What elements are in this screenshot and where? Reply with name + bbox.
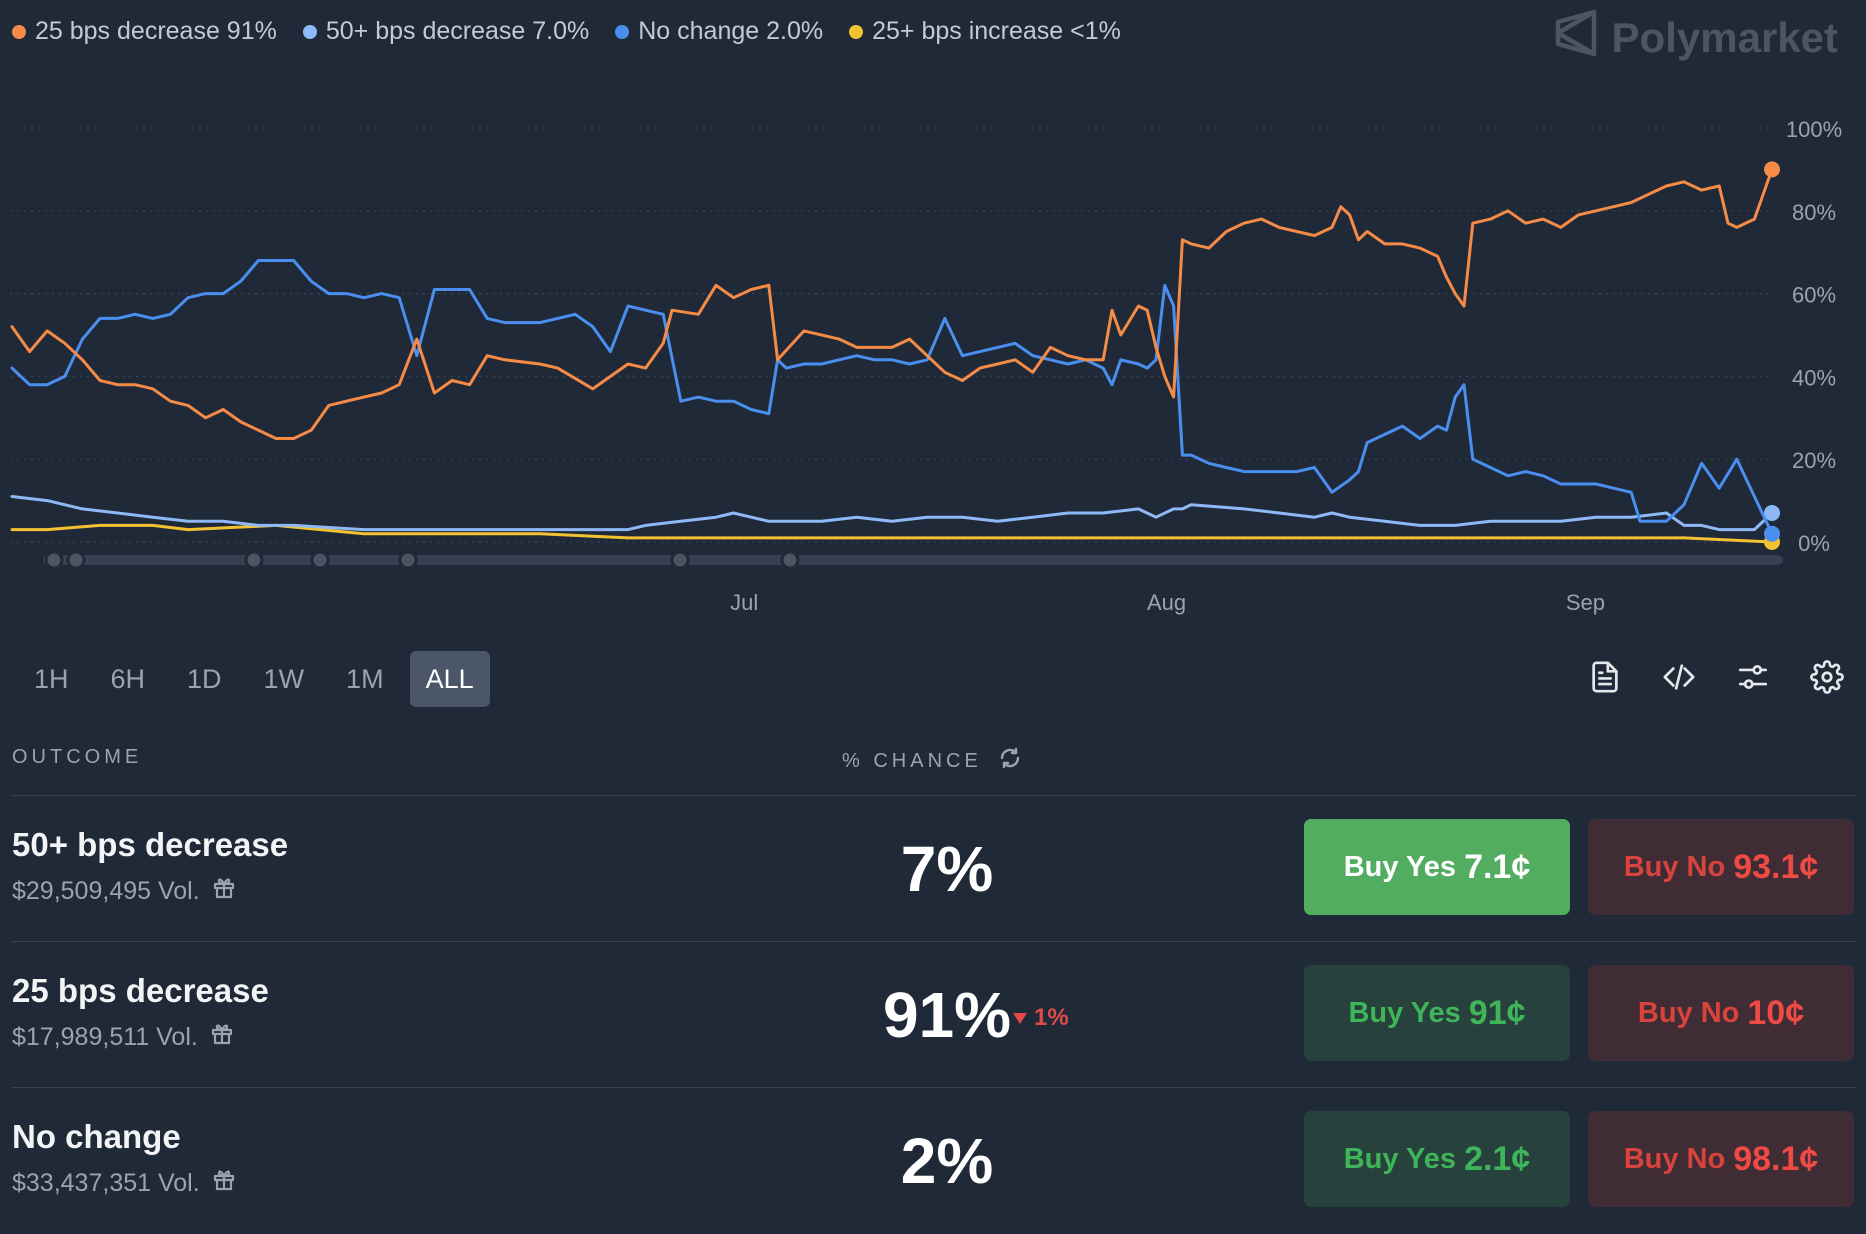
outcome-name: No change [12, 1118, 181, 1155]
series-endpoint [1764, 525, 1780, 542]
outcome-table-header: OUTCOME % CHANCE [12, 746, 1856, 776]
volume-text: $17,989,511 Vol. [12, 1023, 198, 1051]
legend-item-25-bps-decrease: 25 bps decrease 91% [12, 17, 277, 46]
x-tick-label: Jul [730, 590, 758, 615]
table-divider [12, 1087, 1856, 1088]
embed-code-icon[interactable] [1662, 660, 1696, 694]
series-line-25-bps-decrease [10, 167, 1774, 440]
legend-item-50-bps-decrease: 50+ bps decrease 7.0% [302, 17, 590, 46]
range-scrubber-handle [244, 550, 264, 570]
outcome-chance: 91% [882, 979, 1012, 1051]
legend-label: No change 2.0% [638, 17, 824, 45]
range-scrubber-handle [44, 550, 64, 570]
outcome-name: 50+ bps decrease [12, 826, 289, 863]
y-tick-label: 100% [1786, 117, 1842, 142]
gift-icon[interactable] [212, 1168, 236, 1199]
series-line-no-change [10, 259, 1774, 536]
buy-no-button[interactable]: Buy No 93.1¢ [1588, 819, 1854, 915]
legend-dot [849, 24, 864, 39]
settings-gear-icon[interactable] [1810, 660, 1844, 694]
range-1m-button[interactable]: 1M [346, 663, 384, 694]
outcome-column-header: OUTCOME [12, 746, 143, 768]
range-scrubber-handle [310, 550, 330, 570]
legend-label: 50+ bps decrease 7.0% [325, 17, 590, 45]
range-scrubber-handle [398, 550, 418, 570]
chance-column-header: % CHANCE [842, 746, 1022, 776]
range-scrubber-handle [780, 550, 800, 570]
chance-header-label: % CHANCE [842, 749, 982, 772]
legend-dot [302, 24, 317, 39]
buy-no-price: 98.1¢ [1733, 1139, 1819, 1178]
outcome-name: 25 bps decrease [12, 972, 269, 1009]
legend-item-25-bps-increase: 25+ bps increase <1% [849, 17, 1121, 46]
outcome-row-50-bps-decrease: 50+ bps decrease $29,509,495 Vol. 7% Buy… [12, 796, 1856, 942]
document-icon[interactable] [1588, 660, 1622, 694]
range-all-button[interactable]: ALL [409, 651, 490, 707]
range-6h-button[interactable]: 6H [110, 663, 146, 694]
buy-no-button[interactable]: Buy No 98.1¢ [1588, 1111, 1854, 1207]
buy-no-label: Buy No [1637, 996, 1740, 1029]
volume-text: $33,437,351 Vol. [12, 1169, 200, 1197]
legend-dot [12, 24, 26, 39]
buy-yes-label: Buy Yes [1343, 1142, 1457, 1175]
chart-legend: 25 bps decrease 91% 50+ bps decrease 7.0… [12, 17, 1121, 46]
legend-label: 25+ bps increase <1% [872, 17, 1121, 45]
series-endpoint [1764, 161, 1780, 178]
y-tick-label: 40% [1792, 365, 1836, 390]
series-line-25-bps-increase [10, 523, 1774, 544]
legend-label: 25 bps decrease 91% [35, 17, 277, 45]
y-tick-label: 60% [1792, 283, 1836, 308]
series-endpoint [1764, 505, 1780, 522]
sliders-icon[interactable] [1736, 660, 1770, 694]
down-triangle-icon [1012, 1004, 1028, 1032]
brand-name: Polymarket [1611, 14, 1838, 61]
buy-yes-button[interactable]: Buy Yes 7.1¢ [1304, 819, 1570, 915]
range-1d-button[interactable]: 1D [187, 663, 222, 694]
range-scrubber-handle [670, 550, 690, 570]
y-tick-label: 20% [1792, 448, 1836, 473]
buy-no-label: Buy No [1623, 1142, 1726, 1175]
y-tick-label: 80% [1792, 200, 1836, 225]
buy-yes-price: 7.1¢ [1464, 847, 1531, 886]
series-line-50-bps-decrease [10, 495, 1774, 532]
outcome-row-no-change: No change $33,437,351 Vol. 2% Buy Yes 2.… [12, 1088, 1856, 1234]
outcome-volume: $29,509,495 Vol. [12, 876, 236, 907]
gift-icon[interactable] [210, 1022, 234, 1053]
buy-no-price: 93.1¢ [1733, 847, 1819, 886]
range-scrubber-handle [66, 550, 86, 570]
y-tick-label: 0% [1798, 531, 1830, 556]
volume-text: $29,509,495 Vol. [12, 877, 200, 905]
buy-yes-price: 2.1¢ [1464, 1139, 1531, 1178]
chance-change: 1% [1012, 1004, 1069, 1032]
buy-yes-label: Buy Yes [1348, 996, 1461, 1029]
legend-dot [615, 24, 630, 39]
refresh-icon[interactable] [998, 746, 1022, 776]
outcome-row-25-bps-decrease: 25 bps decrease $17,989,511 Vol. 91% 1% … [12, 942, 1856, 1088]
probability-line-chart[interactable]: 100% 80% 60% 40% 20% 0% Jul Aug Sep [0, 90, 1866, 630]
x-tick-label: Aug [1147, 590, 1186, 615]
table-divider [12, 795, 1856, 796]
brand-logo: Polymarket [1554, 8, 1838, 68]
chance-change-value: 1% [1034, 1004, 1069, 1031]
buy-yes-button[interactable]: Buy Yes 91¢ [1304, 965, 1570, 1061]
buy-no-price: 10¢ [1747, 993, 1805, 1032]
legend-item-no-change: No change 2.0% [615, 17, 823, 46]
outcome-chance: 2% [900, 1125, 994, 1197]
buy-yes-label: Buy Yes [1343, 850, 1457, 883]
outcome-volume: $17,989,511 Vol. [12, 1022, 234, 1053]
buy-no-label: Buy No [1623, 850, 1726, 883]
range-1w-button[interactable]: 1W [263, 663, 305, 694]
x-tick-label: Sep [1566, 590, 1605, 615]
gift-icon[interactable] [212, 876, 236, 907]
buy-yes-price: 91¢ [1468, 993, 1526, 1032]
time-range-selector: 1H 6H 1D 1W 1M ALL [18, 651, 490, 707]
range-1h-button[interactable]: 1H [34, 663, 69, 694]
buy-no-button[interactable]: Buy No 10¢ [1588, 965, 1854, 1061]
outcome-volume: $33,437,351 Vol. [12, 1168, 236, 1199]
polymarket-logo-icon [1554, 8, 1598, 68]
table-divider [12, 941, 1856, 942]
outcome-chance: 7% [900, 833, 994, 905]
buy-yes-button[interactable]: Buy Yes 2.1¢ [1304, 1111, 1570, 1207]
chart-toolbar [1588, 660, 1844, 694]
